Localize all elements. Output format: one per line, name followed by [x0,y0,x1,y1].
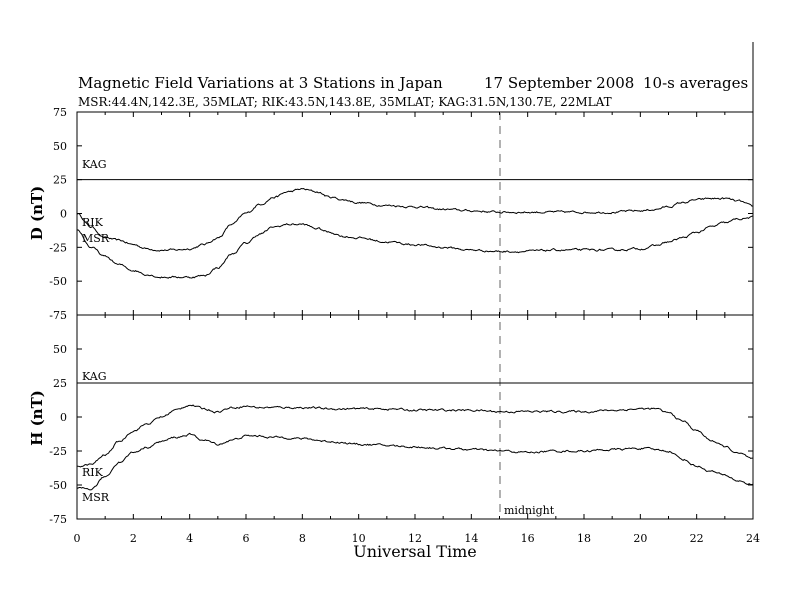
h-ytick-label: 0 [60,411,67,424]
x-tick-label: 16 [521,532,535,545]
h-panel-ticks: 50 25 0 -25 -50 -75 [49,314,754,526]
x-tick-label: 2 [130,532,137,545]
x-tick-label: 24 [746,532,760,545]
d-series-msr [76,215,754,279]
h-ytick-label: -75 [49,513,67,526]
x-axis-ticks: 0 2 4 6 8 10 12 14 16 18 20 22 24 [74,532,761,545]
h-label-kag: KAG [82,370,107,383]
d-ytick-label: 25 [53,174,67,187]
h-ytick-label: 25 [53,377,67,390]
x-tick-label: 0 [74,532,81,545]
d-panel-ticks: 75 50 25 0 -25 -50 -75 [49,106,754,322]
d-ytick-label: -50 [49,275,67,288]
x-tick-label: 14 [464,532,478,545]
d-panel-series: KAG RIK MSR [76,158,754,279]
d-ytick-label: 50 [53,140,67,153]
chart-subtitle: MSR:44.4N,142.3E, 35MLAT; RIK:43.5N,143.… [78,95,612,109]
d-panel-frame [76,111,754,316]
d-axis-label: D (nT) [28,186,46,241]
x-tick-label: 18 [577,532,591,545]
h-series-msr [76,432,754,491]
h-panel-frame [76,314,754,520]
d-series-rik [76,187,754,252]
d-ytick-label: -75 [49,309,67,322]
x-tick-label: 4 [186,532,193,545]
d-label-msr: MSR [82,232,110,245]
d-label-kag: KAG [82,158,107,171]
d-ytick-label: -25 [49,241,67,254]
h-series-rik [76,404,754,468]
x-tick-label: 20 [633,532,647,545]
x-tick-label: 8 [299,532,306,545]
d-ytick-label: 0 [60,208,67,221]
x-tick-label: 22 [690,532,704,545]
x-tick-label: 6 [243,532,250,545]
h-label-msr: MSR [82,491,110,504]
chart-title: Magnetic Field Variations at 3 Stations … [78,74,443,92]
h-ytick-label: -25 [49,445,67,458]
chart-averaging: 10-s averages [643,74,748,92]
h-ytick-label: -50 [49,479,67,492]
x-tick-label: 10 [352,532,366,545]
d-ytick-label: 75 [53,106,67,119]
d-label-rik: RIK [82,216,104,229]
midnight-label: midnight [504,504,555,517]
chart-date: 17 September 2008 [484,74,634,92]
x-tick-label: 12 [408,532,422,545]
h-panel-series: KAG RIK MSR [76,370,754,504]
x-axis-label: Universal Time [353,542,476,561]
h-label-rik: RIK [82,466,104,479]
h-ytick-label: 50 [53,343,67,356]
h-axis-label: H (nT) [28,390,46,446]
